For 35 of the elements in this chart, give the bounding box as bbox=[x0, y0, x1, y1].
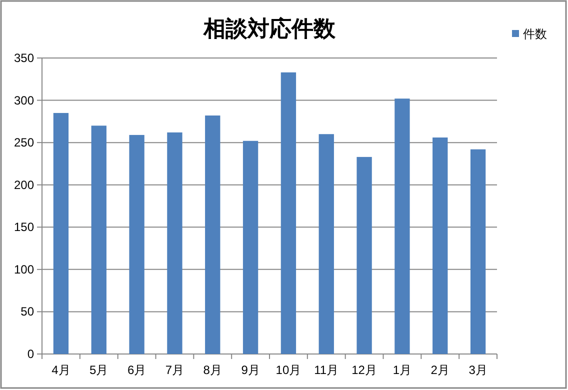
bar bbox=[394, 98, 410, 354]
x-tick-label: 5月 bbox=[90, 363, 108, 377]
bar bbox=[53, 112, 69, 354]
x-tick-label: 11月 bbox=[314, 363, 339, 377]
legend-label: 件数 bbox=[523, 27, 547, 41]
y-tick-label: 350 bbox=[14, 51, 34, 65]
x-tick-label: 1月 bbox=[392, 363, 412, 377]
x-tick-label: 3月 bbox=[468, 363, 488, 377]
y-tick-label: 50 bbox=[20, 304, 34, 319]
bar bbox=[356, 156, 372, 354]
y-tick-label: 300 bbox=[14, 93, 34, 108]
x-tick-label: 10月 bbox=[276, 363, 302, 377]
bar bbox=[242, 140, 258, 354]
x-tick-label: 7月 bbox=[165, 363, 184, 377]
x-tick-label: 8月 bbox=[203, 363, 222, 377]
bar bbox=[205, 116, 220, 354]
y-tick-label: 150 bbox=[14, 220, 34, 234]
chart-title: 相談対応件数 bbox=[202, 16, 336, 41]
y-tick-label: 250 bbox=[14, 136, 34, 150]
bar bbox=[470, 149, 486, 354]
bar bbox=[167, 132, 182, 354]
x-tick-label: 9月 bbox=[241, 363, 260, 377]
bar bbox=[91, 126, 106, 354]
bar bbox=[318, 134, 334, 354]
bar bbox=[432, 137, 448, 354]
x-tick-label: 2月 bbox=[430, 363, 450, 377]
legend: 件数 bbox=[512, 27, 547, 41]
y-tick-label: 100 bbox=[14, 262, 34, 276]
y-tick-label: 200 bbox=[14, 178, 34, 192]
y-tick-label: 0 bbox=[27, 347, 34, 361]
x-tick-label: 12月 bbox=[352, 363, 377, 377]
x-tick-label: 4月 bbox=[52, 363, 70, 377]
x-tick-label: 6月 bbox=[127, 363, 146, 377]
bar bbox=[280, 72, 296, 354]
bar bbox=[129, 134, 144, 354]
